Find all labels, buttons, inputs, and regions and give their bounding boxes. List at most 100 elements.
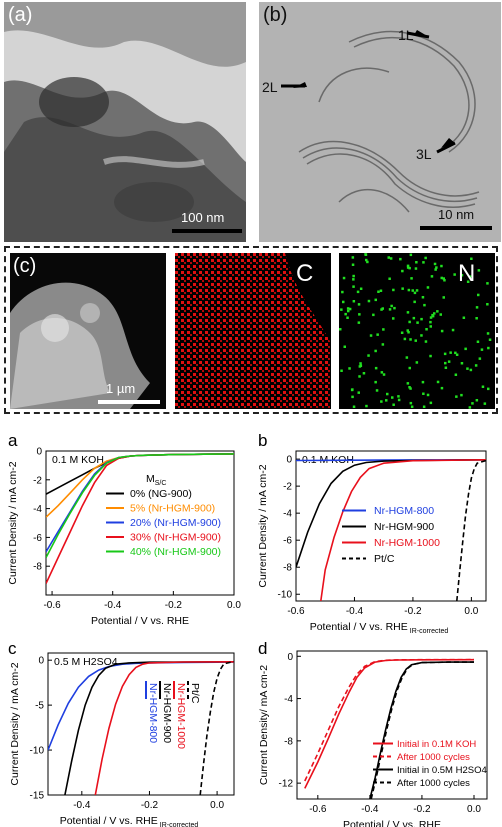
arrow-1l-line [406,31,430,39]
chart-a-legend-title-sub: S/C [155,480,167,487]
chart-b-frame [295,450,487,602]
nitrogen-dot [481,385,485,388]
nitrogen-dot [359,287,363,290]
chart-b-legend-item: Pt/C [374,553,395,565]
nitrogen-dot [436,380,440,384]
chart-d-legend-item: After 1000 cycles [397,752,470,763]
nitrogen-dot [429,401,433,405]
nitrogen-dot [348,367,351,370]
nitrogen-dot [413,291,417,295]
nitrogen-dot [376,333,379,336]
chart-a-legend-title: MS/C [146,473,166,487]
nitrogen-dot [414,339,417,342]
nitrogen-dot [429,325,432,328]
nitrogen-dot [440,386,444,390]
chart-c-ytick-label: -10 [30,746,45,757]
nitrogen-dot [401,287,404,290]
chart-b-ytick-label: -8 [283,563,292,574]
nitrogen-dot [487,346,490,350]
nitrogen-dot [339,328,342,331]
chart-b-series-line [320,459,486,601]
nitrogen-dot [352,405,356,408]
sem-texture [10,253,166,409]
chart-d-xtick-label: 0.0 [467,804,481,815]
nitrogen-dot [364,253,368,256]
chart-d-legend-item: Initial in 0.5M H2SO4 [397,765,487,776]
chart-b-ytick-label: 0 [286,455,292,466]
chart-d-ytick-label: -4 [284,694,293,705]
chart-d-label: d [258,639,267,658]
nitrogen-dot [382,373,386,376]
layer-arrows [281,30,456,154]
nitrogen-dot [444,366,448,369]
nitrogen-dot [351,395,354,399]
chart-d-ylabel: Current Density/ mA cm-2 [258,665,270,785]
chart-d-ytick-label: -8 [284,736,293,747]
chart-c: c -0.4 -0.2 0.0 0 -5 -10 -15 Potential / V vs. R… [8,639,235,827]
nitrogen-dot [433,262,437,266]
nitrogen-dot [412,316,416,320]
chart-b-xlabel-sub: IR-corrected [410,628,449,635]
nitrogen-dot [388,308,392,311]
nitrogen-dot [488,338,492,341]
nitrogen-dot [347,309,350,313]
chart-a-xtick-label: -0.4 [104,600,122,611]
chart-c-xtick-label: -0.4 [73,800,91,811]
chart-b-ytick-label: -4 [283,509,292,520]
charts-area: a -0.6 -0.4 -0.2 0.0 -8 -6 -4 -2 0 Potential / V v… [7,431,488,827]
nitrogen-dot [341,290,344,294]
chart-c-ytick-label: -15 [30,791,45,802]
chart-a-legend-item: 5% (Nr-HGM-900) [130,503,215,515]
nitrogen-dot [474,364,478,367]
tem-image-b [259,2,501,242]
chart-b-xtick-label: -0.2 [404,606,422,617]
nitrogen-dot [413,300,416,304]
nitrogen-dot [483,402,487,405]
nitrogen-dot [340,369,343,372]
chart-a-legend-item: 0% (NG-900) [130,488,192,500]
nitrogen-dot [408,386,411,389]
nitrogen-dot [487,387,490,391]
nitrogen-dot [424,256,427,260]
nitrogen-map-dots [339,253,492,409]
nitrogen-dot [468,406,472,409]
nitrogen-dot [421,296,425,299]
panel-a-label: (a) [8,4,33,26]
nitrogen-dot [415,261,418,264]
scale-bar-c [98,400,160,404]
nitrogen-map [339,253,495,409]
nitrogen-dot [381,307,384,310]
chart-c-series-line [199,660,234,795]
nitrogen-dot [406,311,410,314]
nitrogen-dot [366,260,369,264]
chart-b-label: b [258,431,267,450]
nitrogen-dot [369,334,373,337]
nitrogen-dot [443,279,446,282]
scale-bar-a [172,229,242,233]
nitrogen-dot [358,375,361,378]
nitrogen-dot [365,258,368,262]
nitrogen-dot [429,320,432,324]
nitrogen-dot [357,321,361,324]
nitrogen-dot [455,395,458,398]
nitrogen-dot [357,303,361,306]
nitrogen-dot [433,312,436,315]
panel-b-label: (b) [263,4,288,26]
nitrogen-dot [477,269,481,272]
nitrogen-dot [372,313,375,317]
chart-c-frame [47,652,235,796]
nitrogen-dot [422,405,426,408]
carbon-map-label: C [296,260,314,287]
nitrogen-dot [367,299,371,303]
nitrogen-dot [385,399,388,402]
nitrogen-dot [431,313,434,317]
nitrogen-dot [346,307,350,310]
nitrogen-dot [451,328,455,332]
nitrogen-dot [421,380,425,384]
chart-a-ytick-label: -6 [33,533,42,544]
chart-b-xtick-label: 0.0 [464,606,478,617]
nitrogen-dot [352,285,355,288]
chart-c-xtick-label: -0.2 [141,800,159,811]
nitrogen-dot [440,329,444,333]
chart-c-xtick-label: 0.0 [210,800,224,811]
